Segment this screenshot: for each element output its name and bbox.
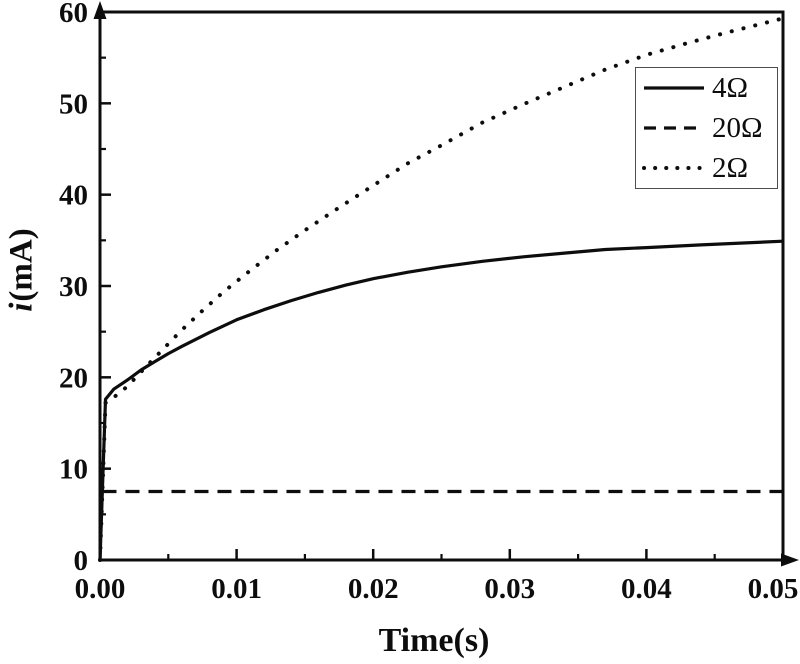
legend-item-2: 2Ω (636, 149, 777, 187)
legend-item-1: 20Ω (636, 109, 777, 147)
legend-item-0: 4Ω (636, 69, 777, 107)
y-tick-label: 10 (59, 454, 88, 486)
x-tick-label: 0.01 (211, 573, 262, 605)
legend-label: 20Ω (712, 111, 763, 144)
series-line-1 (98, 489, 783, 561)
x-axis-title: Time(s) (378, 622, 490, 659)
x-tick-label: 0.04 (621, 573, 672, 605)
x-tick-label: 0.03 (484, 573, 535, 605)
legend-box: 4Ω 20Ω 2Ω (635, 67, 778, 189)
x-axis-arrow-icon (781, 553, 799, 567)
y-axis-title: i(mA) (3, 228, 40, 312)
y-tick-label: 40 (59, 180, 88, 212)
legend-sample-dotted (642, 166, 706, 170)
series-line-0 (98, 239, 784, 561)
y-tick-label: 50 (59, 88, 88, 120)
x-tick-label: 0.05 (748, 573, 799, 605)
y-axis-title-unit: (mA) (3, 228, 40, 302)
y-tick-label: 60 (59, 0, 88, 29)
legend-sample-solid (644, 86, 704, 90)
y-axis-title-symbol: i (3, 302, 40, 312)
y-tick-label: 30 (59, 271, 88, 303)
legend-label: 4Ω (712, 71, 749, 104)
x-tick-label: 0.00 (75, 573, 126, 605)
legend-sample-dashed (644, 126, 704, 130)
x-tick-label: 0.02 (348, 573, 399, 605)
y-axis-arrow-icon (93, 1, 107, 19)
y-tick-label: 0 (74, 545, 89, 577)
legend-label: 2Ω (712, 151, 749, 184)
y-tick-label: 20 (59, 362, 88, 394)
